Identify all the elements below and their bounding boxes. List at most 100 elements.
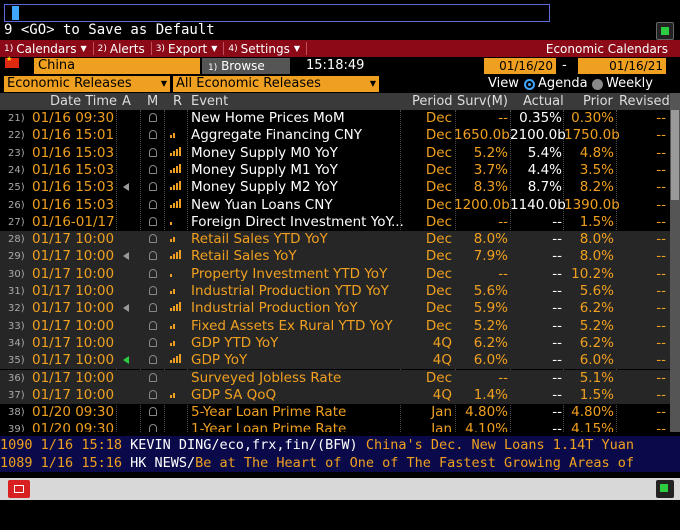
bell-icon[interactable]: [147, 110, 159, 127]
start-date-input[interactable]: 01/16/20: [484, 58, 556, 74]
country-input[interactable]: China: [34, 58, 200, 74]
bell-icon[interactable]: [147, 248, 159, 265]
table-row[interactable]: 37) 01/17 10:00 GDP SA QoQ 4Q 1.4% -- 1.5% --: [0, 386, 672, 405]
table-row[interactable]: 35) 01/17 10:00 GDP YoY 4Q 6.0% -- 6.0% --: [0, 352, 672, 370]
speaker-icon[interactable]: [122, 300, 134, 317]
alert-cell[interactable]: [122, 231, 134, 248]
speaker-icon[interactable]: [122, 248, 134, 265]
table-row[interactable]: 22) 01/16 15:01 Aggregate Financing CNY Dec…: [0, 127, 672, 144]
row-actual: --: [552, 300, 562, 317]
row-survey: 1.4%: [473, 386, 508, 403]
menu-export[interactable]: 3) Export ▼: [152, 42, 224, 56]
alert-cell[interactable]: [122, 335, 134, 352]
alert-cell[interactable]: [122, 162, 134, 179]
end-date-input[interactable]: 01/16/21: [578, 58, 666, 74]
alert-cell[interactable]: [122, 404, 134, 421]
alert-cell[interactable]: [122, 197, 134, 214]
speaker-icon[interactable]: [122, 179, 134, 196]
table-row[interactable]: 33) 01/17 10:00 Fixed Assets Ex Rural YTD …: [0, 317, 672, 335]
launchpad-icon[interactable]: [8, 480, 30, 498]
header-datetime[interactable]: Date Time: [50, 94, 118, 109]
header-period[interactable]: Period: [412, 94, 453, 109]
header-m[interactable]: M: [147, 94, 159, 109]
command-input[interactable]: [4, 4, 550, 22]
category-select[interactable]: All Economic Releases ▼: [173, 76, 379, 92]
bell-icon[interactable]: [147, 300, 159, 317]
alert-cell[interactable]: [122, 110, 134, 127]
menu-number: 1): [4, 43, 14, 54]
header-r[interactable]: R: [173, 94, 183, 109]
alert-cell[interactable]: [122, 370, 134, 387]
relevance-bar: [173, 167, 175, 173]
table-row[interactable]: 21) 01/16 09:30 New Home Prices MoM Dec -- 0.…: [0, 110, 672, 127]
row-actual: 4.4%: [527, 161, 562, 178]
scrollbar-track[interactable]: [670, 93, 680, 432]
bell-icon[interactable]: [147, 266, 159, 283]
agenda-radio[interactable]: [524, 79, 535, 90]
table-row[interactable]: 26) 01/16 15:03 New Yuan Loans CNY Dec 1200.…: [0, 197, 672, 214]
release-type-select[interactable]: Economic Releases ▼: [4, 76, 170, 92]
speaker-icon[interactable]: [122, 352, 134, 369]
table-row[interactable]: 34) 01/17 10:00 GDP YTD YoY 4Q 6.2% -- 6.2% --: [0, 334, 672, 353]
alert-cell[interactable]: [122, 421, 134, 432]
table-row[interactable]: 31) 01/17 10:00 Industrial Production YTD …: [0, 283, 672, 301]
bell-icon[interactable]: [147, 370, 159, 387]
bell-icon[interactable]: [147, 335, 159, 352]
table-row[interactable]: 32) 01/17 10:00 Industrial Production YoY D…: [0, 300, 672, 318]
window-status-icon[interactable]: [656, 480, 674, 498]
row-revised: --: [656, 386, 666, 403]
row-actual: --: [552, 404, 562, 421]
news-headline[interactable]: 1089 1/16 15:16 HK NEWS/Be at The Heart …: [0, 454, 634, 472]
bell-icon[interactable]: [147, 231, 159, 248]
alert-cell[interactable]: [122, 318, 134, 335]
bell-icon[interactable]: [147, 127, 159, 144]
bell-icon[interactable]: [147, 283, 159, 300]
table-row[interactable]: 27) 01/16-01/17 Foreign Direct Investment …: [0, 214, 672, 231]
weekly-label[interactable]: Weekly: [606, 76, 653, 91]
header-actual[interactable]: Actual: [523, 94, 564, 109]
relevance-bars-icon: [170, 266, 184, 283]
browse-button[interactable]: 1) Browse: [202, 58, 290, 74]
table-row[interactable]: 30) 01/17 10:00 Property Investment YTD Yo…: [0, 265, 672, 283]
header-revised[interactable]: Revised: [619, 94, 670, 109]
table-row[interactable]: 24) 01/16 15:03 Money Supply M1 YoY Dec 3.7%…: [0, 162, 672, 179]
bell-icon[interactable]: [147, 179, 159, 196]
table-row[interactable]: 38) 01/20 09:30 5-Year Loan Prime Rate Jan 4…: [0, 404, 672, 421]
relevance-bars-icon: [170, 127, 184, 144]
table-row[interactable]: 39) 01/20 09:30 1-Year Loan Prime Rate Jan 4…: [0, 421, 672, 432]
table-row[interactable]: 28) 01/17 10:00 Retail Sales YTD YoY Dec 8.0…: [0, 231, 672, 249]
news-headline[interactable]: 1090 1/16 15:18 KEVIN DING/eco,frx,fin/(…: [0, 436, 634, 454]
menu-label: Alerts: [109, 41, 145, 56]
table-row[interactable]: 36) 01/17 10:00 Surveyed Jobless Rate Dec --…: [0, 369, 672, 387]
menu-settings[interactable]: 4) Settings ▼: [224, 42, 306, 56]
bell-icon[interactable]: [147, 421, 159, 432]
table-row[interactable]: 29) 01/17 10:00 Retail Sales YoY Dec 7.9% -- 8…: [0, 248, 672, 266]
table-row[interactable]: 25) 01/16 15:03 Money Supply M2 YoY Dec 8.3%…: [0, 179, 672, 196]
row-period: Dec: [425, 265, 452, 282]
menu-alerts[interactable]: 2) Alerts: [94, 42, 151, 56]
bell-icon[interactable]: [147, 352, 159, 369]
menu-calendars[interactable]: 1) Calendars ▼: [0, 42, 93, 56]
alert-cell[interactable]: [122, 127, 134, 144]
table-row[interactable]: 23) 01/16 15:03 Money Supply M0 YoY Dec 5.2%…: [0, 145, 672, 162]
bell-icon[interactable]: [147, 214, 159, 231]
header-a[interactable]: A: [122, 94, 131, 109]
alert-cell[interactable]: [122, 266, 134, 283]
weekly-radio[interactable]: [592, 79, 603, 90]
scrollbar-thumb[interactable]: [671, 110, 679, 200]
alert-cell[interactable]: [122, 214, 134, 231]
header-prior[interactable]: Prior: [583, 94, 613, 109]
bell-icon[interactable]: [147, 145, 159, 162]
bell-icon[interactable]: [147, 318, 159, 335]
bell-icon[interactable]: [147, 404, 159, 421]
bell-icon[interactable]: [147, 387, 159, 404]
agenda-label[interactable]: Agenda: [538, 76, 588, 91]
bell-icon[interactable]: [147, 197, 159, 214]
header-surv[interactable]: Surv(M): [457, 94, 508, 109]
alert-cell[interactable]: [122, 283, 134, 300]
bell-icon[interactable]: [147, 162, 159, 179]
header-event[interactable]: Event: [191, 94, 229, 109]
window-icon[interactable]: [656, 22, 674, 40]
alert-cell[interactable]: [122, 387, 134, 404]
alert-cell[interactable]: [122, 145, 134, 162]
